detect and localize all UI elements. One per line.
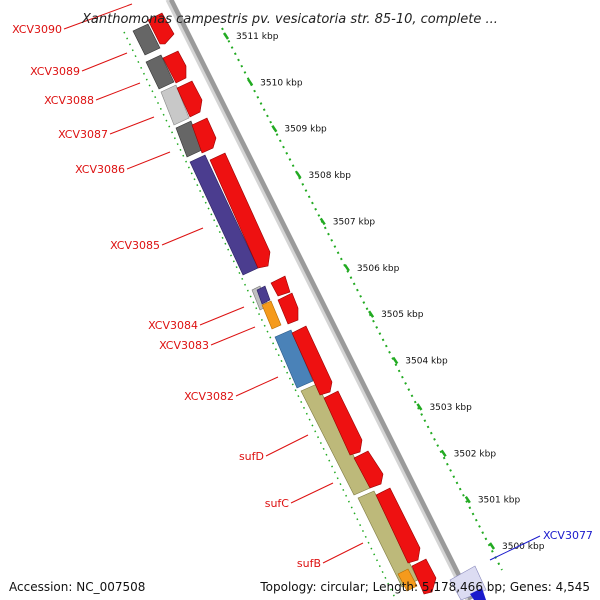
gene-block-xcv3083[interactable]	[261, 300, 282, 330]
gene-label[interactable]: XCV3083	[159, 339, 209, 352]
gene-label[interactable]: XCV3085	[110, 239, 160, 252]
gene-label[interactable]: XCV3077	[543, 529, 593, 542]
label-leaders	[63, 3, 541, 564]
gene-labels: XCV3090 XCV3089 XCV3088 XCV3087 XCV3086 …	[12, 23, 593, 570]
scale-tick-mark	[368, 310, 375, 318]
gene-arrow-3[interactable]	[176, 80, 203, 118]
backbone	[165, 0, 469, 600]
scale-tick-label: 3501 kbp	[478, 496, 521, 506]
gene-label[interactable]: XCV3086	[75, 163, 125, 176]
scale-tick-mark	[440, 449, 447, 457]
scale-tick-mark	[319, 217, 326, 226]
gene-arrow-7[interactable]	[277, 292, 299, 325]
scale-tick-label: 3508 kbp	[309, 171, 352, 181]
topology-text: Topology: circular; Length: 5,178,466 bp…	[260, 580, 590, 594]
gene-label[interactable]: sufB	[297, 557, 321, 570]
gene-label[interactable]: XCV3089	[30, 65, 80, 78]
gene-arrow-8[interactable]	[291, 325, 333, 396]
scale-tick-label: 3505 kbp	[381, 310, 424, 320]
gene-label[interactable]: XCV3082	[184, 390, 234, 403]
gene-label[interactable]: sufC	[265, 497, 290, 510]
gene-label[interactable]: sufD	[239, 450, 264, 463]
scale-ticks: 3511 kbp 3510 kbp 3509 kbp 3508 kbp 3507 kbp…	[222, 32, 545, 552]
gene-block-xcv3077-blue[interactable]	[470, 588, 486, 600]
scale-tick-mark	[392, 356, 399, 365]
scale-tick-label: 3509 kbp	[284, 125, 327, 135]
gene-arrow-6[interactable]	[270, 275, 291, 297]
gene-block-xcv3090[interactable]	[132, 23, 161, 56]
gene-arrow-4[interactable]	[191, 117, 217, 154]
gene-arrow-2[interactable]	[162, 50, 187, 84]
gene-arrow-9[interactable]	[323, 390, 363, 456]
gene-label[interactable]: XCV3084	[148, 319, 198, 332]
accession-text: Accession: NC_007508	[9, 580, 146, 594]
gene-label[interactable]: XCV3088	[44, 94, 94, 107]
scale-tick-label: 3510 kbp	[260, 78, 303, 88]
feature-track-inner	[132, 23, 487, 600]
scale-tick-mark	[343, 264, 350, 272]
gene-block-xcv3088[interactable]	[160, 84, 190, 126]
gene-block-xcv3084[interactable]	[256, 285, 271, 305]
gene-arrow-10[interactable]	[353, 450, 384, 489]
scale-tick-mark	[222, 32, 230, 40]
gene-block-xcv3089[interactable]	[145, 54, 175, 90]
scale-tick-label: 3500 kbp	[502, 542, 545, 552]
scale-tick-label: 3506 kbp	[357, 264, 400, 274]
scale-tick-mark	[488, 542, 496, 550]
scale-tick-mark	[464, 495, 471, 504]
gene-arrow-11[interactable]	[375, 487, 421, 564]
scale-tick-label: 3507 kbp	[333, 217, 376, 227]
scale-tick-mark	[271, 125, 278, 133]
gene-label[interactable]: XCV3090	[12, 23, 62, 36]
scale-tick-mark	[295, 171, 302, 179]
scale-tick-label: 3504 kbp	[405, 357, 448, 367]
inner-guide	[123, 31, 397, 600]
map-title: Xanthomonas campestris pv. vesicatoria s…	[81, 12, 498, 27]
scale-tick-mark	[247, 78, 254, 87]
scale-tick-label: 3511 kbp	[236, 32, 279, 42]
gene-arrow-12[interactable]	[411, 558, 437, 595]
gene-label[interactable]: XCV3087	[58, 128, 108, 141]
scale-tick-mark	[416, 403, 423, 411]
gene-arrow-5[interactable]	[209, 152, 271, 269]
scale-tick-label: 3502 kbp	[454, 449, 497, 459]
gene-block-sufb[interactable]	[397, 568, 418, 592]
feature-track-outer	[147, 12, 437, 595]
scale-tick-label: 3503 kbp	[429, 403, 472, 413]
backbone-shadow	[166, 0, 474, 600]
gene-arrow-1[interactable]	[147, 12, 175, 45]
gene-block-xcv3082[interactable]	[274, 329, 314, 389]
